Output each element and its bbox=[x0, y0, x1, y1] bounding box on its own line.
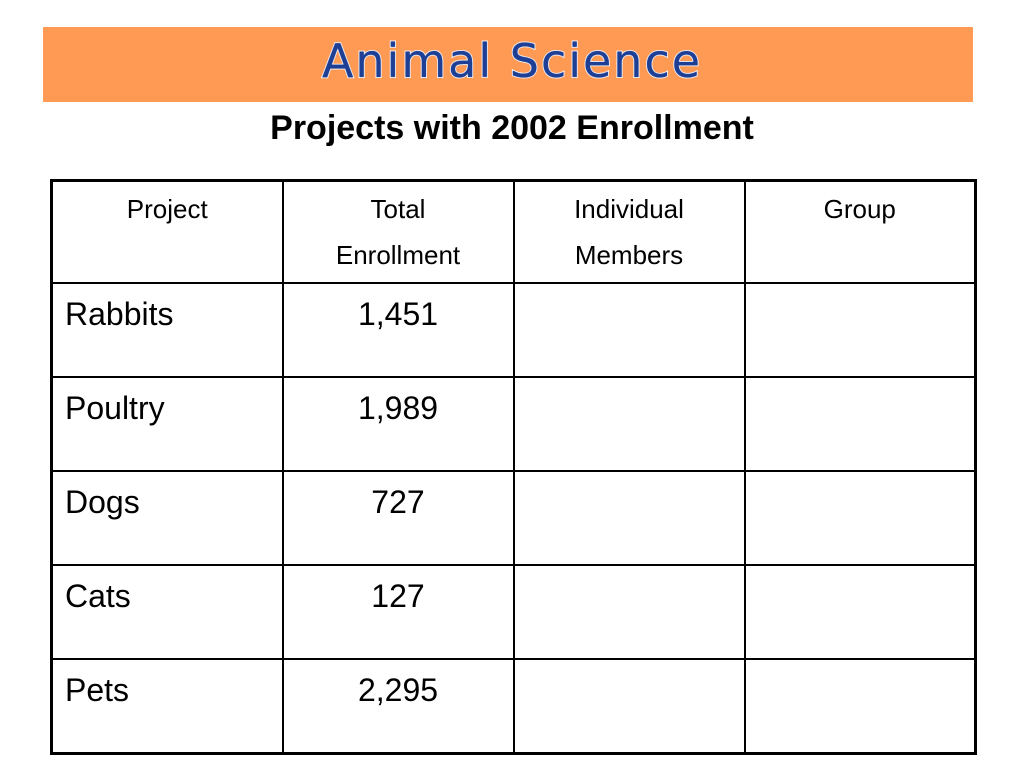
cell-project: Poultry bbox=[50, 376, 284, 472]
title-banner bbox=[43, 27, 973, 102]
cell-individual-members bbox=[512, 470, 746, 566]
header-individual-line-2: Members bbox=[574, 240, 684, 270]
table-row: Poultry 1,989 bbox=[50, 376, 977, 472]
cell-total-enrollment: 127 bbox=[281, 564, 515, 660]
table-row: Rabbits 1,451 bbox=[50, 282, 977, 378]
cell-individual-members bbox=[512, 658, 746, 755]
cell-group bbox=[743, 564, 977, 660]
page-subtitle: Projects with 2002 Enrollment bbox=[270, 109, 754, 147]
cell-total-enrollment: 1,989 bbox=[281, 376, 515, 472]
cell-individual-members bbox=[512, 564, 746, 660]
header-project-line-1: Project bbox=[126, 194, 208, 224]
cell-group bbox=[743, 470, 977, 566]
cell-total-enrollment: 2,295 bbox=[281, 658, 515, 755]
cell-group bbox=[743, 658, 977, 755]
cell-group bbox=[743, 282, 977, 378]
header-individual-line-1: Individual bbox=[574, 194, 684, 224]
cell-project: Cats bbox=[50, 564, 284, 660]
table-row: Dogs 727 bbox=[50, 470, 977, 566]
cell-total-enrollment: 727 bbox=[281, 470, 515, 566]
header-total-line-1: Total bbox=[370, 194, 426, 224]
cell-individual-members bbox=[512, 282, 746, 378]
header-individual-members: Individual Members bbox=[512, 179, 746, 284]
cell-individual-members bbox=[512, 376, 746, 472]
cell-project: Pets bbox=[50, 658, 284, 755]
table-header-row: Project Total Enrollment Individual Memb… bbox=[50, 179, 977, 284]
cell-project: Dogs bbox=[50, 470, 284, 566]
table-row: Cats 127 bbox=[50, 564, 977, 660]
table-row: Pets 2,295 bbox=[50, 658, 977, 755]
banner-title: Animal Science bbox=[321, 33, 703, 89]
header-total-enrollment: Total Enrollment bbox=[281, 179, 515, 284]
header-project: Project bbox=[50, 179, 284, 284]
cell-project: Rabbits bbox=[50, 282, 284, 378]
cell-group bbox=[743, 376, 977, 472]
header-group: Group bbox=[743, 179, 977, 284]
header-total-line-2: Enrollment bbox=[335, 240, 461, 270]
cell-total-enrollment: 1,451 bbox=[281, 282, 515, 378]
enrollment-table: Project Total Enrollment Individual Memb… bbox=[50, 179, 977, 755]
header-group-line-1: Group bbox=[823, 194, 896, 224]
